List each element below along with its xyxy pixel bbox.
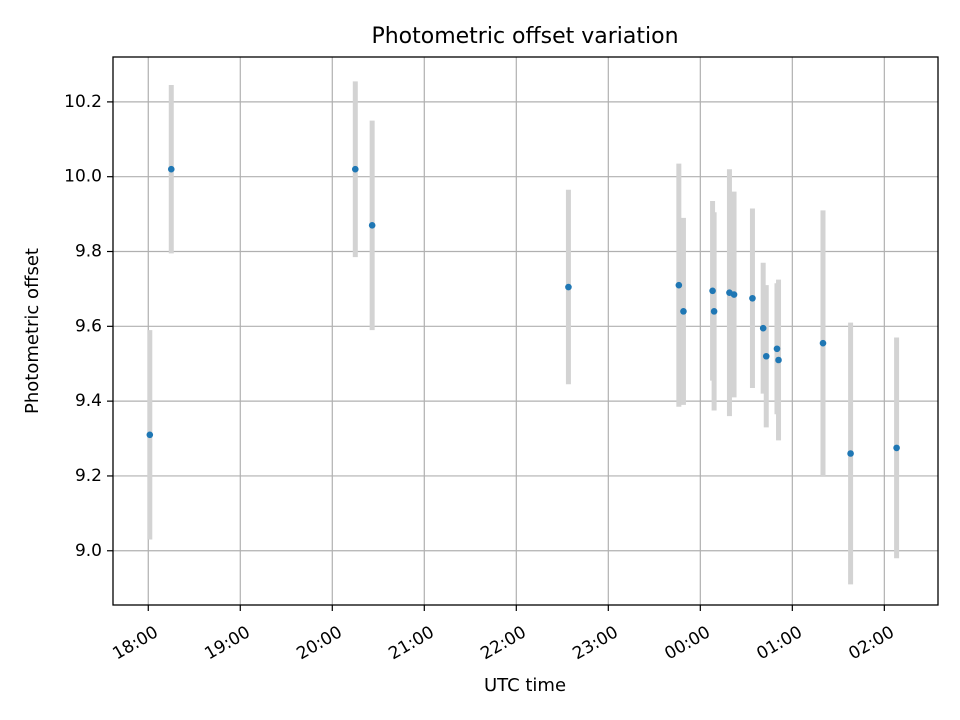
x-tick-label: 23:00 xyxy=(569,622,621,664)
x-tick-label: 01:00 xyxy=(753,622,805,664)
x-tick-label: 00:00 xyxy=(661,622,713,664)
y-tick-label: 9.0 xyxy=(75,541,102,561)
y-axis-label: Photometric offset xyxy=(22,248,43,414)
x-axis-ticks: 18:00 19:00 20:00 21:00 22:00 23:00 00:00 01:00… xyxy=(109,605,898,664)
data-point xyxy=(773,345,781,353)
y-axis-ticks: 9.0 9.2 9.4 9.6 9.8 10.0 10.2 xyxy=(64,92,113,561)
y-tick-label: 9.8 xyxy=(75,242,102,262)
data-point xyxy=(680,308,687,315)
y-tick-label: 9.4 xyxy=(75,391,102,411)
data-point xyxy=(146,431,154,439)
data-points xyxy=(146,165,900,457)
data-point xyxy=(775,356,782,364)
data-point xyxy=(730,291,738,298)
data-point xyxy=(762,352,770,360)
y-tick-label: 9.2 xyxy=(75,466,102,486)
data-point xyxy=(565,283,572,291)
error-bars xyxy=(147,81,900,585)
data-point xyxy=(847,450,854,457)
grid-lines xyxy=(113,57,938,605)
chart-title: Photometric offset variation xyxy=(371,24,678,49)
x-tick-label: 20:00 xyxy=(293,622,345,664)
data-point xyxy=(710,308,718,315)
data-point xyxy=(819,339,827,347)
data-point xyxy=(351,165,359,173)
y-tick-label: 9.6 xyxy=(75,316,102,336)
x-tick-label: 22:00 xyxy=(477,622,529,664)
data-point xyxy=(675,281,683,289)
data-point xyxy=(759,324,767,332)
plot-frame xyxy=(112,56,939,606)
data-point xyxy=(167,165,175,173)
x-tick-label: 19:00 xyxy=(201,622,253,664)
data-point xyxy=(893,444,900,452)
data-point xyxy=(709,287,716,295)
x-axis-label: UTC time xyxy=(484,675,566,696)
y-tick-label: 10.2 xyxy=(64,92,102,112)
x-tick-label: 18:00 xyxy=(109,622,161,664)
y-tick-label: 10.0 xyxy=(64,167,102,187)
x-tick-label: 21:00 xyxy=(385,622,437,664)
data-point xyxy=(368,222,376,229)
data-point xyxy=(749,294,756,302)
x-tick-label: 02:00 xyxy=(845,622,897,664)
